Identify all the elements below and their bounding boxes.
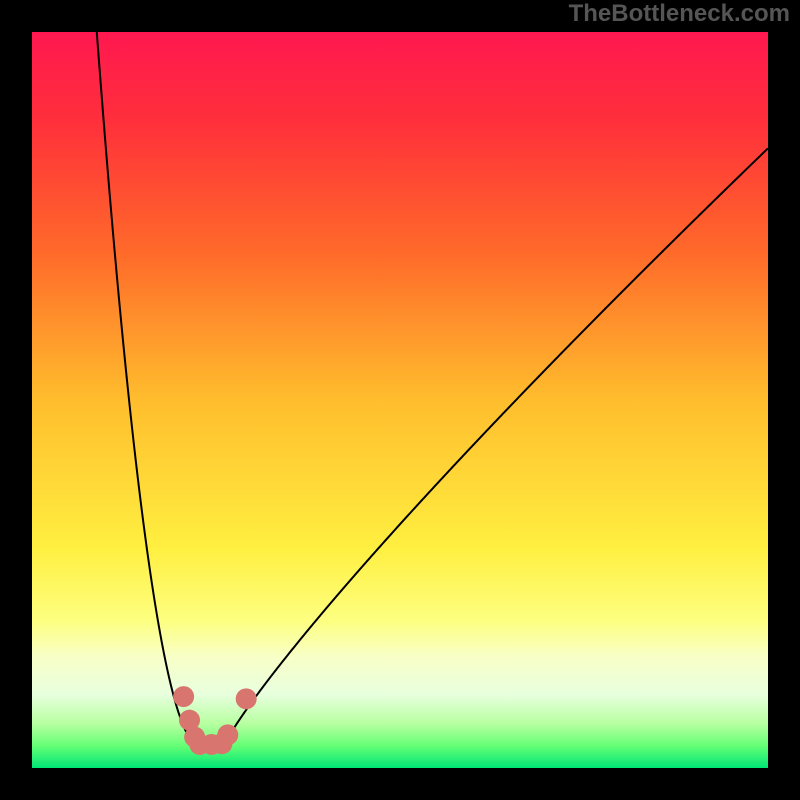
watermark-text: TheBottleneck.com — [569, 0, 790, 28]
plot-background — [32, 32, 768, 768]
marker-dot — [217, 724, 238, 745]
marker-dot — [236, 688, 257, 709]
marker-dot — [173, 686, 194, 707]
bottleneck-chart — [0, 0, 800, 800]
